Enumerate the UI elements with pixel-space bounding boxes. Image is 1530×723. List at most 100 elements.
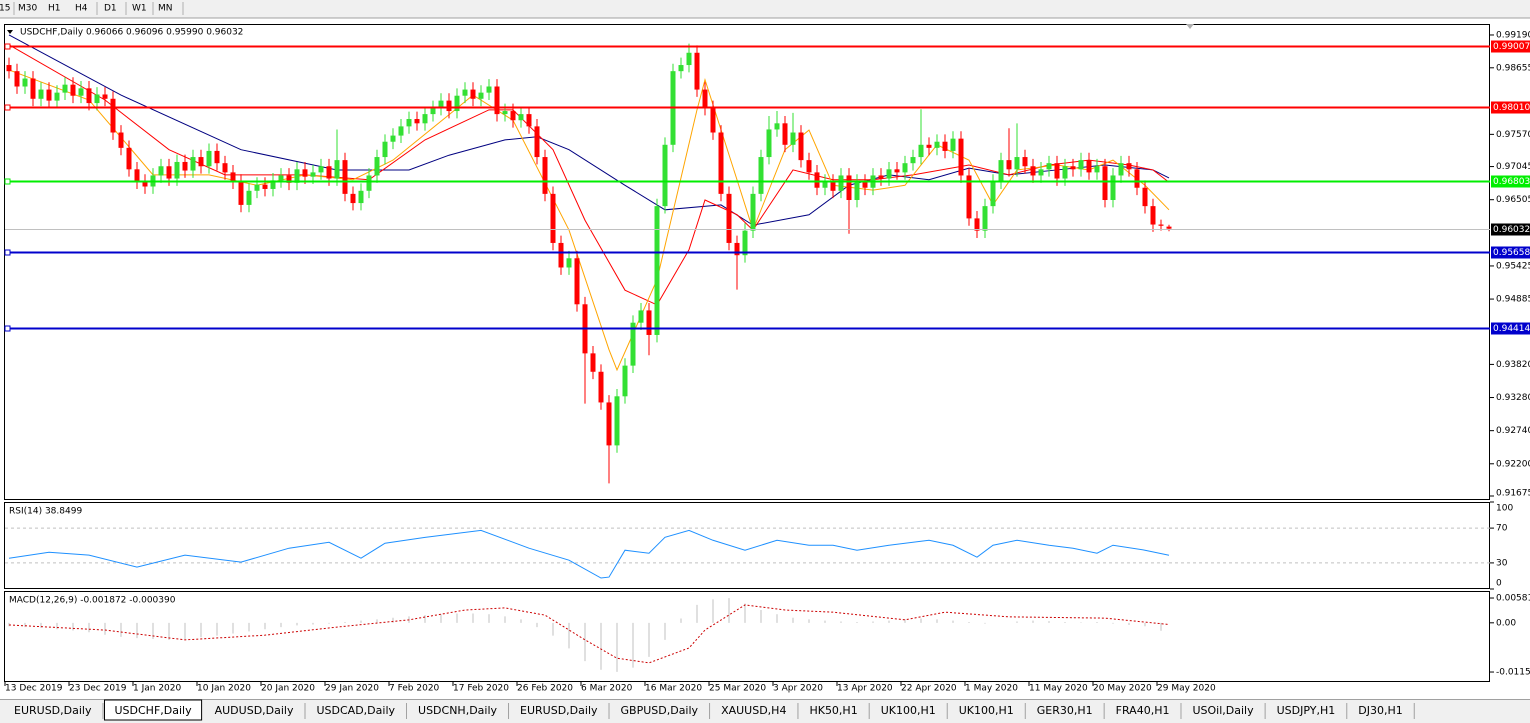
- tab-label[interactable]: FRA40,H1: [1116, 704, 1170, 717]
- tab-label[interactable]: AUDUSD,Daily: [215, 704, 294, 717]
- tab[interactable]: USDCAD,Daily: [306, 702, 408, 719]
- y-tick-label: 0.91675: [1496, 489, 1530, 499]
- candle-body: [22, 78, 28, 87]
- tab-label[interactable]: USDJPY,H1: [1277, 704, 1336, 717]
- tab[interactable]: GER30,H1: [1026, 702, 1105, 719]
- tab[interactable]: AUDUSD,Daily: [204, 702, 306, 719]
- timeframe-button[interactable]: H1: [48, 4, 61, 14]
- tab-background: [306, 702, 406, 719]
- tab-label[interactable]: USDCAD,Daily: [317, 704, 396, 717]
- candle-body: [694, 52, 700, 90]
- tab-label[interactable]: USOil,Daily: [1192, 704, 1254, 717]
- candle-body: [478, 92, 484, 99]
- tab[interactable]: USDCHF,Daily: [103, 699, 203, 721]
- level-handle[interactable]: [4, 249, 11, 256]
- candle-body: [1070, 166, 1076, 170]
- timeframe-button[interactable]: 15: [0, 4, 10, 14]
- candle-body: [790, 132, 796, 145]
- candle-body: [726, 193, 732, 243]
- level-label-box: [1491, 246, 1530, 259]
- menu-arrow[interactable]: [7, 30, 13, 34]
- timeframe-button[interactable]: D1: [104, 4, 117, 14]
- candle-body: [446, 100, 452, 112]
- tab[interactable]: DJ30,H1: [1348, 702, 1415, 719]
- tab-label[interactable]: UK100,H1: [881, 704, 936, 717]
- tab-label[interactable]: USDCNH,Daily: [418, 704, 498, 717]
- tab-label[interactable]: XAUUSD,H4: [721, 704, 786, 717]
- tab[interactable]: EURUSD,Daily: [4, 702, 104, 719]
- tab-background: [799, 702, 868, 719]
- tab-label[interactable]: UK100,H1: [959, 704, 1014, 717]
- chart-header: USDCHF,Daily 0.96066 0.96096 0.95990 0.9…: [20, 28, 243, 38]
- level-handle[interactable]: [4, 43, 11, 50]
- x-tick-label: 10 Jan 2020: [197, 684, 251, 694]
- tab[interactable]: UK100,H1: [948, 702, 1026, 719]
- candle-body: [454, 95, 460, 112]
- tab[interactable]: USDCNH,Daily: [408, 702, 510, 719]
- tab[interactable]: XAUUSD,H4: [711, 702, 799, 719]
- timeframe-button[interactable]: H4: [75, 4, 88, 14]
- x-tick-label: 23 Dec 2019: [69, 684, 127, 694]
- candle-body: [222, 163, 228, 173]
- tab[interactable]: UK100,H1: [870, 702, 948, 719]
- candle-body: [718, 132, 724, 194]
- x-tick-label: 1 May 2020: [965, 684, 1018, 694]
- tab[interactable]: EURUSD,Daily: [510, 702, 610, 719]
- candle-body: [846, 175, 852, 200]
- candle-body: [558, 242, 564, 268]
- candle-body: [326, 166, 332, 179]
- level-label: 0.96803: [1493, 177, 1530, 187]
- y-tick-label: 0: [1496, 579, 1502, 589]
- candle-body: [966, 175, 972, 219]
- tab[interactable]: USOil,Daily: [1182, 702, 1266, 719]
- tab[interactable]: HK50,H1: [799, 702, 870, 719]
- candle-body: [230, 172, 236, 182]
- candle-body: [958, 138, 964, 176]
- candle-body: [598, 371, 604, 403]
- candle-body: [1046, 163, 1052, 170]
- candle-body: [854, 181, 860, 200]
- candle-body: [918, 144, 924, 158]
- candle-body: [470, 89, 476, 99]
- tab-label[interactable]: EURUSD,Daily: [520, 704, 598, 717]
- level-label: 0.95658: [1493, 248, 1530, 258]
- tab-label[interactable]: HK50,H1: [809, 704, 857, 717]
- level-handle[interactable]: [4, 178, 11, 185]
- tab[interactable]: FRA40,H1: [1105, 702, 1182, 719]
- candle-body: [878, 175, 884, 179]
- y-tick-label: -0.011544: [1496, 668, 1530, 678]
- candle-body: [1158, 224, 1164, 226]
- candle-body: [814, 172, 820, 188]
- candle-body: [174, 161, 180, 179]
- tab-label[interactable]: USDCHF,Daily: [114, 704, 192, 717]
- timeframe-button[interactable]: W1: [132, 4, 147, 14]
- candle-body: [62, 84, 68, 93]
- candle-body: [782, 123, 788, 145]
- tab[interactable]: USDJPY,H1: [1266, 702, 1348, 719]
- tab-label[interactable]: GBPUSD,Daily: [621, 704, 699, 717]
- candle-body: [334, 160, 340, 179]
- tab-label[interactable]: EURUSD,Daily: [14, 704, 92, 717]
- x-tick-label: 25 Mar 2020: [709, 684, 766, 694]
- candle-body: [166, 166, 172, 179]
- candle-body: [710, 107, 716, 133]
- level-label: 0.94414: [1493, 324, 1530, 334]
- macd-panel: [4, 591, 1490, 682]
- level-label-box: [1491, 101, 1530, 114]
- tab-background: [1105, 702, 1180, 719]
- candle-body: [294, 169, 300, 183]
- timeframe-button[interactable]: M30: [18, 4, 37, 14]
- candle-body: [30, 78, 36, 99]
- timeframe-button[interactable]: MN: [158, 4, 173, 14]
- tab-label[interactable]: GER30,H1: [1037, 704, 1093, 717]
- tab-label[interactable]: DJ30,H1: [1358, 704, 1402, 717]
- y-tick-label: 0.00: [1496, 618, 1516, 628]
- candle-body: [894, 169, 900, 173]
- candle-body: [1166, 226, 1172, 229]
- level-handle[interactable]: [4, 104, 11, 111]
- candle-body: [1126, 163, 1132, 170]
- level-handle[interactable]: [4, 325, 11, 332]
- tab[interactable]: GBPUSD,Daily: [610, 702, 711, 719]
- tab-background: [103, 699, 203, 721]
